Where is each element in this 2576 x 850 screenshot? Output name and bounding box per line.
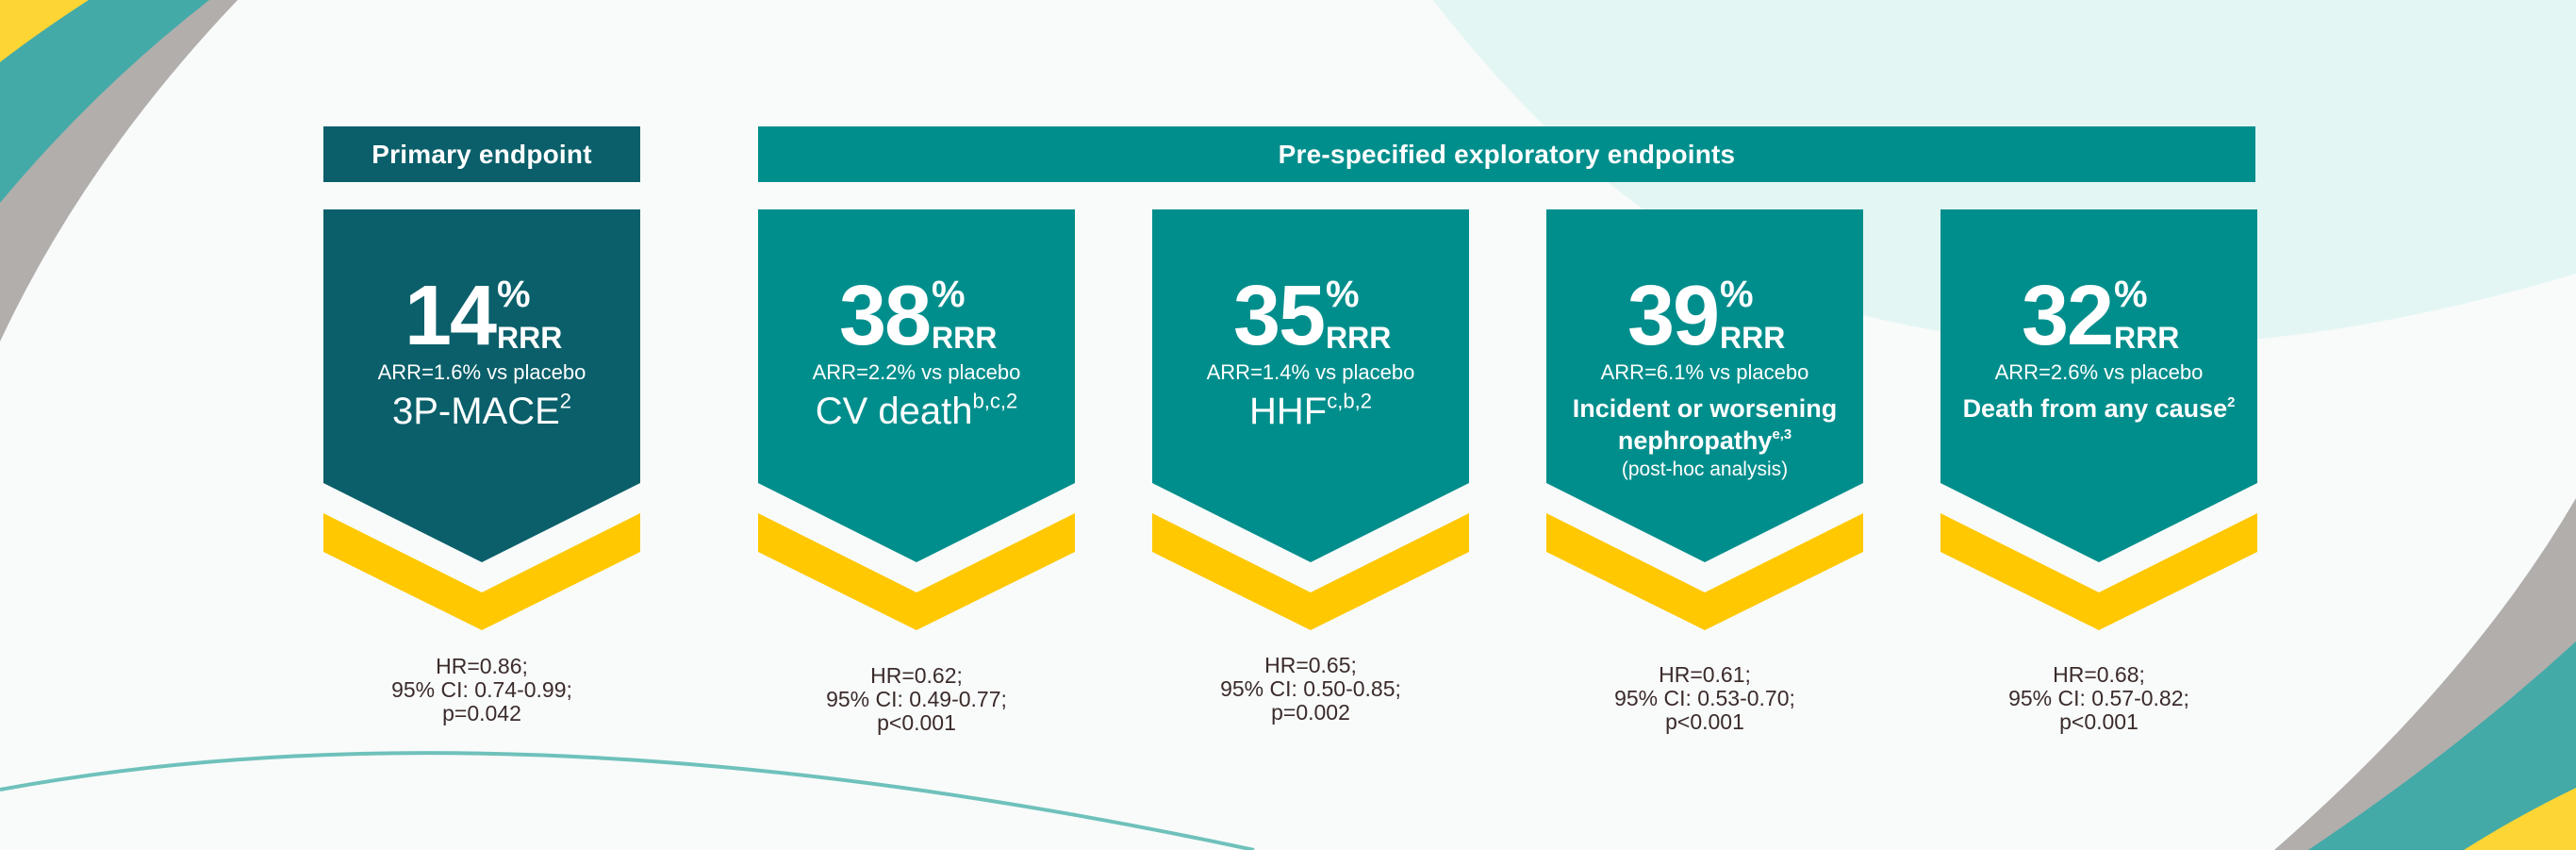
rrr-label: RRR — [497, 321, 563, 355]
percent-sign: % — [2114, 274, 2148, 315]
chevron-shape-icon — [758, 209, 1075, 630]
p-value: p=0.002 — [1271, 700, 1350, 725]
arr-text: ARR=1.6% vs placebo — [377, 360, 586, 384]
arr-text: ARR=2.6% vs placebo — [1994, 360, 2204, 384]
confidence-interval: 95% CI: 0.53-0.70; — [1614, 686, 1795, 710]
rrr-label: RRR — [2114, 321, 2180, 355]
p-value: p<0.001 — [877, 710, 956, 735]
card-death-any-cause: 32% RRR ARR=2.6% vs placebo Death from an… — [1940, 209, 2257, 634]
card-cv-death: 38% RRR ARR=2.2% vs placebo CV deathb,c,2 — [758, 209, 1075, 634]
hazard-ratio: HR=0.68; — [2053, 662, 2145, 687]
endpoint-title: Incident or worsening nephropathye,3 — [1572, 394, 1838, 455]
confidence-interval: 95% CI: 0.49-0.77; — [826, 687, 1007, 711]
percent-sign: % — [497, 274, 531, 315]
card-hhf: 35% RRR ARR=1.4% vs placebo HHFc,b,2 — [1152, 209, 1469, 634]
primary-endpoint-header: Primary endpoint — [323, 126, 640, 182]
p-value: p<0.001 — [2059, 709, 2138, 734]
stats-hhf: HR=0.65; 95% CI: 0.50-0.85; p=0.002 — [1152, 654, 1469, 725]
endpoint-title: Death from any cause2 — [1962, 394, 2236, 423]
rrr-value: 14 — [404, 269, 497, 363]
yellow-stripe-top-left — [0, 0, 89, 62]
confidence-interval: 95% CI: 0.74-0.99; — [391, 677, 572, 702]
chevron-shape-icon — [1546, 209, 1863, 630]
gray-stripe-bottom-right — [2274, 498, 2576, 850]
stats-nephropathy: HR=0.61; 95% CI: 0.53-0.70; p<0.001 — [1546, 663, 1863, 734]
hazard-ratio: HR=0.61; — [1659, 662, 1751, 687]
rrr-label: RRR — [932, 321, 998, 355]
chevron-shape-icon — [1152, 209, 1469, 630]
p-value: p=0.042 — [442, 701, 521, 725]
hazard-ratio: HR=0.65; — [1264, 653, 1357, 677]
percent-sign: % — [1326, 274, 1360, 315]
chevron-shape-icon — [323, 209, 640, 630]
post-hoc-note: (post-hoc analysis) — [1621, 458, 1789, 480]
p-value: p<0.001 — [1665, 709, 1744, 734]
endpoint-title: CV deathb,c,2 — [815, 389, 1018, 432]
chevron-shape-icon — [1940, 209, 2257, 630]
rrr-value: 32 — [2021, 269, 2114, 363]
endpoint-title: 3P-MACE2 — [391, 389, 572, 432]
stats-death-any-cause: HR=0.68; 95% CI: 0.57-0.82; p<0.001 — [1940, 663, 2257, 734]
arr-text: ARR=6.1% vs placebo — [1600, 360, 1809, 384]
bottom-arc-line — [0, 751, 1255, 850]
gray-stripe-top-left — [0, 0, 238, 342]
rrr-label: RRR — [1326, 321, 1392, 355]
card-3p-mace: 14% RRR ARR=1.6% vs placebo 3P-MACE2 — [323, 209, 640, 634]
stats-cv-death: HR=0.62; 95% CI: 0.49-0.77; p<0.001 — [758, 664, 1075, 735]
rrr-value: 35 — [1232, 269, 1326, 363]
card-nephropathy: 39% RRR ARR=6.1% vs placebo Incident or w… — [1546, 209, 1863, 634]
confidence-interval: 95% CI: 0.50-0.85; — [1220, 676, 1401, 701]
confidence-interval: 95% CI: 0.57-0.82; — [2008, 686, 2189, 710]
rrr-value: 39 — [1627, 269, 1720, 363]
teal-stripe-bottom-right — [2308, 642, 2576, 850]
teal-stripe-top-left — [0, 0, 209, 203]
percent-sign: % — [932, 274, 966, 315]
rrr-value: 38 — [838, 269, 932, 363]
exploratory-endpoints-header: Pre-specified exploratory endpoints — [758, 126, 2255, 182]
percent-sign: % — [1720, 274, 1754, 315]
yellow-stripe-bottom-right — [2464, 788, 2576, 850]
hazard-ratio: HR=0.86; — [436, 654, 528, 678]
endpoint-title: HHFc,b,2 — [1249, 389, 1372, 432]
rrr-label: RRR — [1720, 321, 1786, 355]
stats-3p-mace: HR=0.86; 95% CI: 0.74-0.99; p=0.042 — [323, 655, 640, 725]
hazard-ratio: HR=0.62; — [870, 663, 963, 688]
arr-text: ARR=1.4% vs placebo — [1206, 360, 1415, 384]
arr-text: ARR=2.2% vs placebo — [812, 360, 1021, 384]
